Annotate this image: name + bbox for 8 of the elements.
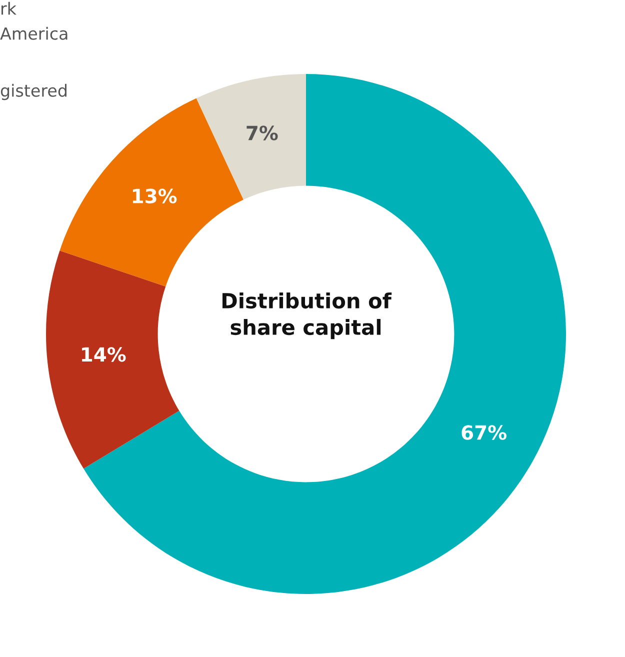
text: Distribution of share capital — [222, 292, 392, 340]
data-label: 14% — [82, 347, 126, 362]
text: gistered — [0, 84, 66, 100]
data-label: 13% — [132, 188, 177, 204]
data-label: 7% — [246, 126, 278, 140]
data-label: 67% — [462, 425, 506, 440]
text: rk — [2, 2, 16, 15]
text: America — [0, 26, 68, 40]
